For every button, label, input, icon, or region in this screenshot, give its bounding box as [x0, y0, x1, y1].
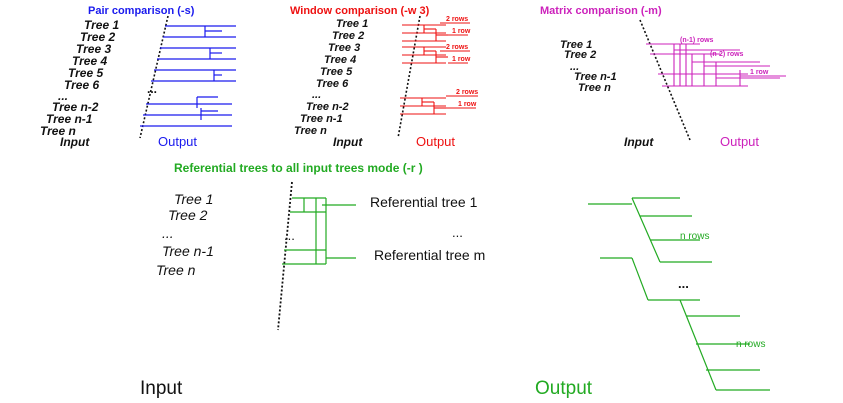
matrix-input-label: Input [624, 135, 654, 149]
window-tree: Tree n-1 [300, 113, 343, 125]
referential-output-ellipsis: ... [678, 276, 689, 291]
referential-ellipsis: ... [162, 225, 174, 241]
pair-ellipsis: ... [58, 89, 68, 103]
referential-ellipsis-mid: ... [284, 228, 295, 243]
referential-notes: n rows n rows [680, 231, 765, 350]
window-tree: Tree 6 [316, 78, 349, 90]
matrix-note: (n-2) rows [710, 51, 744, 58]
matrix-ellipsis: ... [570, 61, 579, 73]
window-divider [397, 15, 421, 139]
window-note: 2 rows [446, 44, 468, 51]
referential-input-trees: Tree 1 Tree 2 ... Tree n-1 Tree n [156, 191, 214, 278]
referential-tree: Tree 1 [174, 191, 213, 207]
matrix-note: 1 row [750, 69, 769, 76]
window-output-lines [400, 22, 478, 115]
referential-output-lines [588, 197, 770, 391]
matrix-note: (n-1) rows [680, 37, 714, 44]
referential-tree: Tree n [156, 262, 196, 278]
matrix-output-lines [646, 43, 786, 87]
window-notes: 2 rows 1 row 2 rows 1 row 2 rows 1 row [446, 16, 478, 108]
pair-divider [139, 15, 169, 139]
pair-input-trees: Tree 1 Tree 2 Tree 3 Tree 4 Tree 5 Tree … [40, 18, 119, 138]
window-tree: Tree n-2 [306, 101, 349, 113]
referential-tree: Tree n-1 [162, 243, 214, 259]
window-tree: Tree n [294, 125, 327, 137]
pair-tree: Tree 4 [72, 54, 107, 68]
pair-tree: Tree 1 [84, 18, 119, 32]
window-tree: Tree 1 [336, 18, 368, 30]
referential-title: Referential trees to all input trees mod… [174, 161, 423, 175]
window-note: 2 rows [446, 16, 468, 23]
pair-panel: Pair comparison (-s) Tree 1 Tree 2 Tree … [40, 5, 236, 149]
pair-title: Pair comparison (-s) [88, 5, 195, 17]
referential-ref-ellipsis: ... [452, 225, 463, 240]
matrix-tree: Tree n [578, 82, 611, 94]
window-tree: Tree 3 [328, 42, 360, 54]
window-tree: Tree 2 [332, 30, 364, 42]
pair-tree: Tree 2 [80, 30, 115, 44]
referential-tree: Tree 2 [168, 207, 208, 223]
window-note: 2 rows [456, 89, 478, 96]
referential-ref: Referential tree 1 [370, 194, 478, 210]
window-note: 1 row [458, 101, 477, 108]
window-input-trees: Tree 1 Tree 2 Tree 3 Tree 4 Tree 5 Tree … [294, 18, 368, 137]
referential-divider [277, 181, 293, 331]
window-note: 1 row [452, 28, 471, 35]
matrix-tree: Tree n-1 [574, 71, 617, 83]
window-panel: Window comparison (-w 3) Tree 1 Tree 2 T… [290, 5, 478, 149]
pair-tree: Tree n-2 [52, 100, 99, 114]
pair-tree: Tree n [40, 124, 76, 138]
matrix-notes: (n-1) rows (n-2) rows 1 row [680, 37, 769, 76]
referential-note: n rows [680, 231, 709, 242]
window-title: Window comparison (-w 3) [290, 5, 430, 17]
window-tree: Tree 4 [324, 54, 356, 66]
referential-panel: Referential trees to all input trees mod… [140, 161, 770, 399]
window-tree: Tree 5 [320, 66, 353, 78]
pair-tree: Tree 5 [68, 66, 103, 80]
pair-output-lines [140, 25, 236, 127]
window-output-label: Output [416, 134, 455, 149]
referential-ref: Referential tree m [374, 247, 485, 263]
window-ellipsis: ... [312, 89, 321, 101]
matrix-tree: Tree 2 [564, 49, 596, 61]
pair-tree: Tree 6 [64, 78, 99, 92]
pair-input-label: Input [60, 135, 90, 149]
matrix-title: Matrix comparison (-m) [540, 5, 662, 17]
matrix-input-trees: Tree 1 Tree 2 ... Tree n-1 Tree n [560, 39, 617, 94]
matrix-divider [639, 19, 691, 141]
matrix-tree: Tree 1 [560, 39, 592, 51]
pair-tree: Tree 3 [76, 42, 111, 56]
pair-ellipsis-mid: ... [147, 82, 157, 96]
window-input-label: Input [333, 135, 363, 149]
referential-input-label: Input [140, 378, 183, 399]
pair-output-label: Output [158, 134, 197, 149]
referential-output-label: Output [535, 378, 593, 399]
matrix-panel: Matrix comparison (-m) Tree 1 Tree 2 ...… [540, 5, 786, 149]
matrix-output-label: Output [720, 134, 759, 149]
pair-tree: Tree n-1 [46, 112, 93, 126]
referential-note: n rows [736, 339, 765, 350]
referential-input-lines [282, 197, 356, 265]
window-note: 1 row [452, 56, 471, 63]
